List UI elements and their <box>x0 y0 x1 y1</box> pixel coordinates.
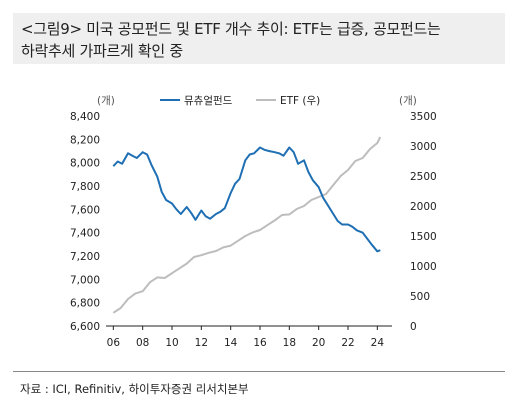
x-tick-label: 08 <box>136 337 149 349</box>
y-right-tick-label: 2500 <box>410 171 437 183</box>
y-left-tick-label: 7,400 <box>70 228 100 240</box>
y-left-tick-label: 8,000 <box>70 158 100 170</box>
x-tick-label: 14 <box>224 337 238 349</box>
legend: 뮤츄얼펀드 ETF (우) <box>160 95 320 107</box>
legend-label-mutual-fund: 뮤츄얼펀드 <box>184 95 233 107</box>
y-left-tick-label: 7,800 <box>70 181 100 193</box>
y-left-tick-label: 7,200 <box>70 251 100 263</box>
series-line-etf <box>112 136 382 314</box>
y-right-tick-label: 500 <box>410 291 430 303</box>
x-tick-label: 18 <box>283 337 296 349</box>
series-line-mutual-fund <box>112 146 381 253</box>
x-tick-label: 16 <box>253 337 267 349</box>
x-tick-label: 10 <box>165 337 178 349</box>
y-right-tick-label: 1000 <box>410 261 437 273</box>
y-left-tick-label: 7,000 <box>70 274 100 286</box>
legend-label-etf: ETF (우) <box>280 95 320 107</box>
y-left-tick-label: 8,400 <box>70 111 100 123</box>
title-box: <그림9> 미국 공모펀드 및 ETF 개수 추이: ETF는 급증, 공모펀드… <box>13 13 505 64</box>
y-right-tick-label: 0 <box>410 321 417 333</box>
right-axis-unit: (개) <box>399 95 417 107</box>
x-tick-label: 24 <box>371 337 385 349</box>
x-tick-label: 22 <box>341 337 354 349</box>
y-left-tick-label: 7,600 <box>70 204 100 216</box>
divider-line <box>13 371 505 372</box>
x-tick-label: 06 <box>107 337 121 349</box>
chart-title-line-1: <그림9> 미국 공모펀드 및 ETF 개수 추이: ETF는 급증, 공모펀드… <box>21 20 441 38</box>
left-axis-unit: (개) <box>97 95 115 107</box>
x-tick-label: 12 <box>195 337 208 349</box>
series-layer <box>112 136 382 314</box>
chart-title-line-2: 하락추세 가파르게 확인 중 <box>21 42 183 60</box>
axes-layer: 06 08 10 12 14 16 18 20 22 24 6,600 6,800 7,000 7,200… <box>70 111 437 349</box>
y-right-tick-label: 2000 <box>410 201 437 213</box>
source-note: 자료 : ICI, Refinitiv, 하이투자증권 리서치본부 <box>20 382 249 396</box>
y-right-tick-label: 3000 <box>410 141 437 153</box>
y-left-tick-label: 6,600 <box>70 321 100 333</box>
y-right-tick-label: 1500 <box>410 231 437 243</box>
x-tick-label: 20 <box>312 337 325 349</box>
y-right-tick-label: 3500 <box>410 111 437 123</box>
y-left-tick-label: 8,200 <box>70 134 100 146</box>
y-left-tick-label: 6,800 <box>70 298 100 310</box>
